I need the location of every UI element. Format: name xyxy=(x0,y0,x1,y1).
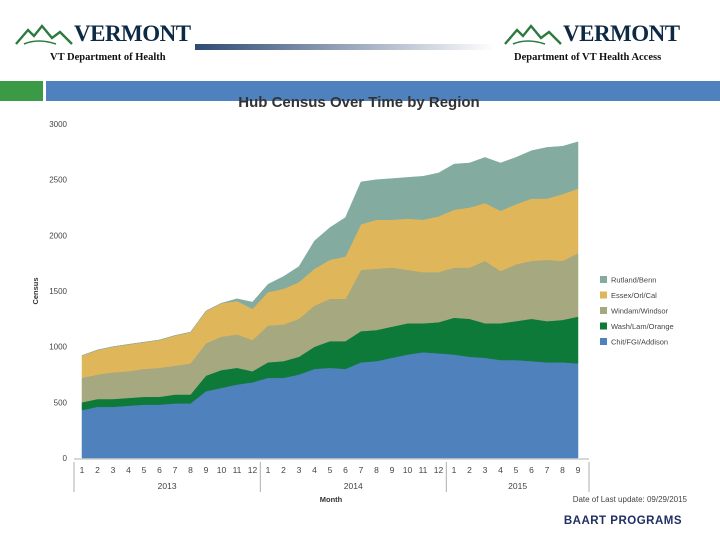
legend-label: Wash/Lam/Orange xyxy=(611,322,674,331)
x-tick-label: 3 xyxy=(111,465,116,475)
x-tick-label: 5 xyxy=(142,465,147,475)
blue-accent-bar xyxy=(46,81,720,101)
x-tick-label: 6 xyxy=(157,465,162,475)
y-tick-label: 3000 xyxy=(49,120,67,129)
green-accent-square xyxy=(0,81,43,101)
legend-label: Essex/Orl/Cal xyxy=(611,291,657,300)
x-axis-title: Month xyxy=(320,495,343,504)
x-tick-label: 2 xyxy=(95,465,100,475)
legend-label: Chit/FGI/Addison xyxy=(611,338,668,347)
left-vermont-logo: VERMONT xyxy=(14,22,191,48)
year-label: 2014 xyxy=(344,481,363,491)
year-label: 2015 xyxy=(508,481,527,491)
right-department-label: Department of VT Health Access xyxy=(514,52,662,63)
x-tick-label: 6 xyxy=(343,465,348,475)
x-tick-label: 7 xyxy=(173,465,178,475)
legend-swatch xyxy=(600,276,607,283)
legend-swatch xyxy=(600,307,607,314)
chart-title: Hub Census Over Time by Region xyxy=(238,94,479,111)
y-tick-label: 1500 xyxy=(49,287,67,296)
last-update-note: Date of Last update: 09/29/2015 xyxy=(573,495,688,504)
x-tick-label: 10 xyxy=(217,465,227,475)
x-tick-label: 9 xyxy=(390,465,395,475)
x-tick-label: 1 xyxy=(80,465,85,475)
x-tick-label: 8 xyxy=(560,465,565,475)
y-tick-label: 2000 xyxy=(49,231,67,240)
x-tick-label: 8 xyxy=(188,465,193,475)
x-tick-label: 9 xyxy=(576,465,581,475)
right-vermont-logo: VERMONT xyxy=(503,22,680,48)
program-label: BAART PROGRAMS xyxy=(563,515,682,527)
x-tick-label: 4 xyxy=(126,465,131,475)
x-tick-label: 3 xyxy=(297,465,302,475)
y-tick-label: 2500 xyxy=(49,176,67,185)
y-tick-label: 500 xyxy=(54,398,68,407)
y-axis-title: Census xyxy=(31,277,40,304)
x-tick-label: 7 xyxy=(359,465,364,475)
x-tick-label: 11 xyxy=(419,465,428,475)
x-tick-label: 12 xyxy=(248,465,258,475)
mountain-logo-icon xyxy=(15,24,73,45)
x-tick-label: 1 xyxy=(266,465,271,475)
legend-label: Rutland/Benn xyxy=(611,276,656,285)
x-tick-label: 2 xyxy=(281,465,286,475)
x-tick-label: 6 xyxy=(529,465,534,475)
x-tick-label: 5 xyxy=(514,465,519,475)
x-tick-label: 3 xyxy=(483,465,488,475)
left-department-label: VT Department of Health xyxy=(50,52,166,63)
year-label: 2013 xyxy=(158,481,177,491)
left-logo-text: VERMONT xyxy=(74,21,191,46)
x-tick-label: 9 xyxy=(204,465,209,475)
right-logo-text: VERMONT xyxy=(563,21,680,46)
x-tick-label: 8 xyxy=(374,465,379,475)
legend-swatch xyxy=(600,322,607,330)
x-tick-label: 2 xyxy=(467,465,472,475)
x-tick-label: 12 xyxy=(434,465,444,475)
y-tick-label: 1000 xyxy=(49,343,67,352)
x-tick-label: 10 xyxy=(403,465,413,475)
header-gradient-line xyxy=(195,44,495,50)
x-tick-label: 4 xyxy=(312,465,317,475)
legend-swatch xyxy=(600,338,607,345)
y-tick-label: 0 xyxy=(63,454,68,463)
legend-swatch xyxy=(600,291,607,299)
x-tick-label: 5 xyxy=(328,465,333,475)
x-tick-label: 11 xyxy=(233,465,242,475)
x-tick-label: 4 xyxy=(498,465,503,475)
x-tick-label: 1 xyxy=(452,465,457,475)
area-series-rutland-benn xyxy=(81,141,579,356)
x-tick-label: 7 xyxy=(545,465,550,475)
legend-label: Windam/Windsor xyxy=(611,307,669,316)
mountain-logo-icon xyxy=(504,24,562,45)
